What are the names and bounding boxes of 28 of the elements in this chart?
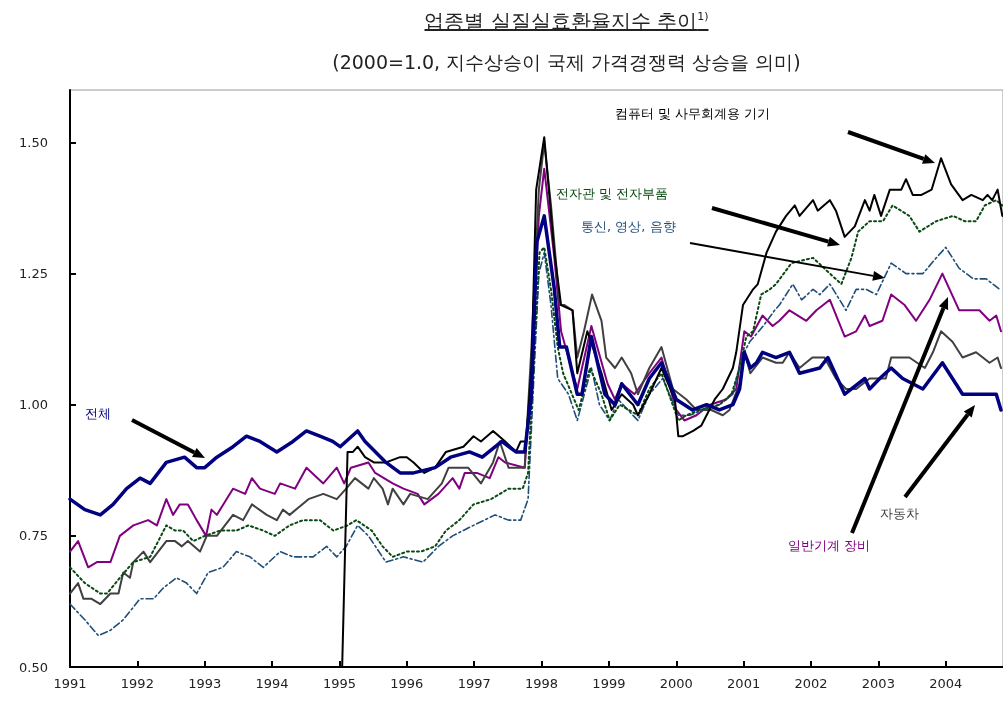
- x-tick-label: 1992: [120, 676, 154, 691]
- x-tick-label: 1998: [525, 676, 559, 691]
- y-tick-label: 1.00: [19, 397, 48, 413]
- x-tick-label: 2002: [794, 676, 828, 691]
- text: 전자관 및 전자부품: [556, 186, 669, 201]
- x-tick-label: 2000: [659, 676, 693, 691]
- x-tick-label: 1993: [188, 676, 222, 691]
- x-tick-label: 1996: [390, 676, 424, 691]
- x-tick-label: 1995: [322, 676, 357, 691]
- text: 통신, 영상, 음향: [581, 219, 676, 234]
- x-tick-label: 2003: [861, 676, 895, 691]
- x-tick-label: 1991: [53, 676, 87, 691]
- text: 전체: [85, 406, 111, 421]
- text: 자동차: [880, 506, 919, 521]
- x-tick-label: 2004: [929, 676, 963, 691]
- y-tick-label: 0.75: [19, 528, 48, 544]
- y-tick-label: 1.25: [19, 266, 48, 282]
- x-tick-label: 2001: [727, 676, 761, 691]
- x-tick-label: 1997: [457, 676, 491, 691]
- text: 컴퓨터 및 사무회계용 기기: [615, 106, 771, 121]
- x-tick-label: 1999: [592, 676, 626, 691]
- chart-title: 업종별 실질실효환율지수 추이$^{1)}$: [424, 9, 709, 33]
- text: 일반기계 장비: [788, 538, 871, 553]
- line-series: [69, 246, 1001, 637]
- x-tick-label: 1994: [255, 676, 289, 691]
- y-tick-label: 0.50: [19, 659, 48, 675]
- chart-subtitle: (2000=1.0, 지수상승이 국제 가격경쟁력 상승을 의미): [331, 50, 802, 75]
- y-tick-label: 1.50: [19, 134, 48, 150]
